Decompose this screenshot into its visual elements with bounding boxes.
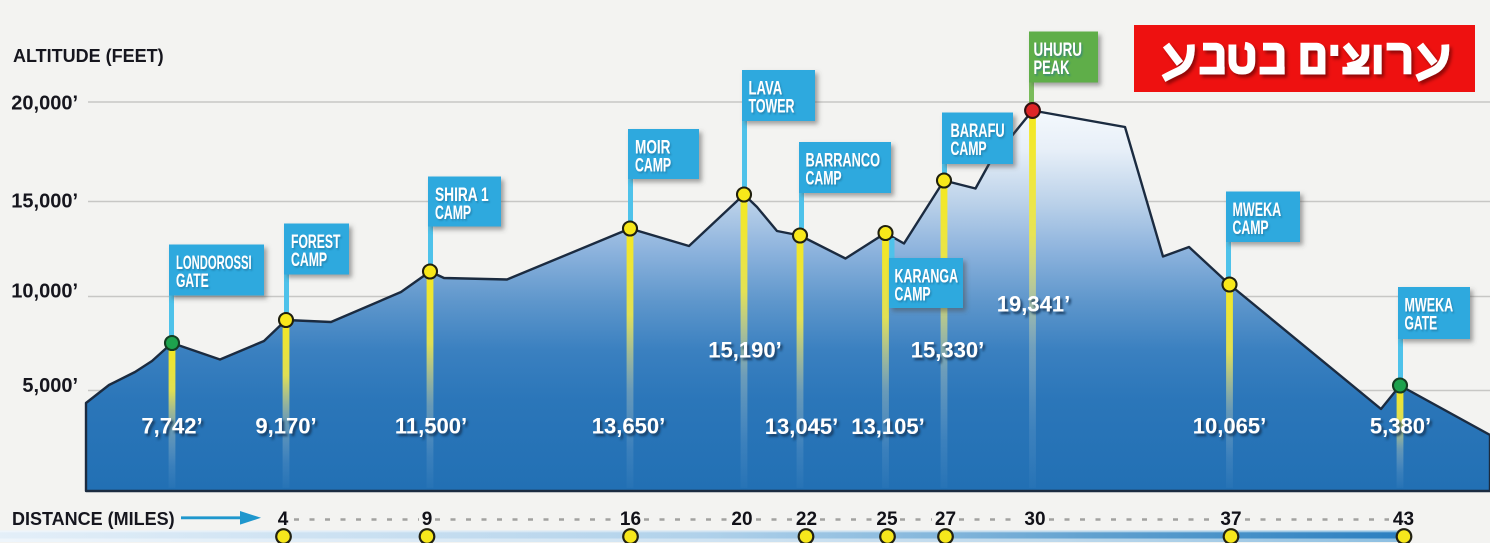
svg-text:19,341’: 19,341’ — [997, 292, 1070, 317]
svg-text:CAMP: CAMP — [291, 250, 327, 270]
svg-text:SHIRA 1: SHIRA 1 — [435, 184, 489, 206]
svg-text:5,380’: 5,380’ — [1370, 414, 1431, 439]
svg-text:10,065’: 10,065’ — [1193, 414, 1266, 439]
svg-text:BARRANCO: BARRANCO — [806, 150, 881, 171]
svg-text:10,000’: 10,000’ — [11, 281, 78, 303]
svg-text:LAVA: LAVA — [749, 78, 783, 99]
svg-text:7,742’: 7,742’ — [141, 414, 202, 439]
svg-text:5,000’: 5,000’ — [22, 375, 78, 397]
svg-text:PEAK: PEAK — [1034, 58, 1070, 79]
svg-text:TOWER: TOWER — [749, 96, 795, 117]
svg-text:13,045’: 13,045’ — [765, 414, 838, 439]
svg-text:GATE: GATE — [1405, 314, 1438, 334]
svg-text:20,000’: 20,000’ — [11, 93, 78, 115]
svg-text:25: 25 — [876, 509, 898, 530]
svg-text:43: 43 — [1393, 509, 1414, 530]
svg-text:4: 4 — [278, 509, 289, 530]
svg-text:11,500’: 11,500’ — [395, 414, 467, 439]
svg-text:22: 22 — [796, 509, 817, 530]
svg-text:CAMP: CAMP — [1233, 218, 1269, 238]
svg-text:DISTANCE (MILES): DISTANCE (MILES) — [12, 509, 175, 529]
svg-text:ALTITUDE (FEET): ALTITUDE (FEET) — [13, 46, 164, 66]
svg-text:GATE: GATE — [176, 271, 209, 291]
svg-text:LONDOROSSI: LONDOROSSI — [176, 253, 252, 274]
svg-text:CAMP: CAMP — [635, 156, 671, 176]
svg-text:15,190’: 15,190’ — [708, 338, 781, 363]
svg-text:MWEKA: MWEKA — [1405, 295, 1454, 316]
svg-text:13,650’: 13,650’ — [592, 414, 665, 439]
svg-text:9: 9 — [422, 509, 433, 530]
svg-text:9,170’: 9,170’ — [255, 414, 316, 439]
svg-text:20: 20 — [731, 509, 752, 530]
svg-text:CAMP: CAMP — [806, 169, 842, 189]
svg-text:FOREST: FOREST — [291, 232, 341, 252]
svg-text:BARAFU: BARAFU — [951, 120, 1005, 141]
svg-text:15,000’: 15,000’ — [11, 191, 78, 213]
svg-text:MWEKA: MWEKA — [1233, 199, 1282, 220]
svg-text:UHURU: UHURU — [1034, 40, 1082, 61]
svg-text:CAMP: CAMP — [951, 139, 987, 159]
svg-text:MOIR: MOIR — [635, 136, 671, 158]
svg-text:13,105’: 13,105’ — [851, 414, 924, 439]
svg-text:15,330’: 15,330’ — [911, 338, 984, 363]
svg-text:37: 37 — [1220, 509, 1241, 530]
svg-text:30: 30 — [1024, 509, 1045, 530]
svg-text:CAMP: CAMP — [895, 285, 931, 305]
svg-text:27: 27 — [935, 509, 956, 530]
svg-text:CAMP: CAMP — [435, 203, 471, 223]
svg-text:KARANGA: KARANGA — [895, 266, 959, 287]
svg-text:16: 16 — [620, 509, 641, 530]
